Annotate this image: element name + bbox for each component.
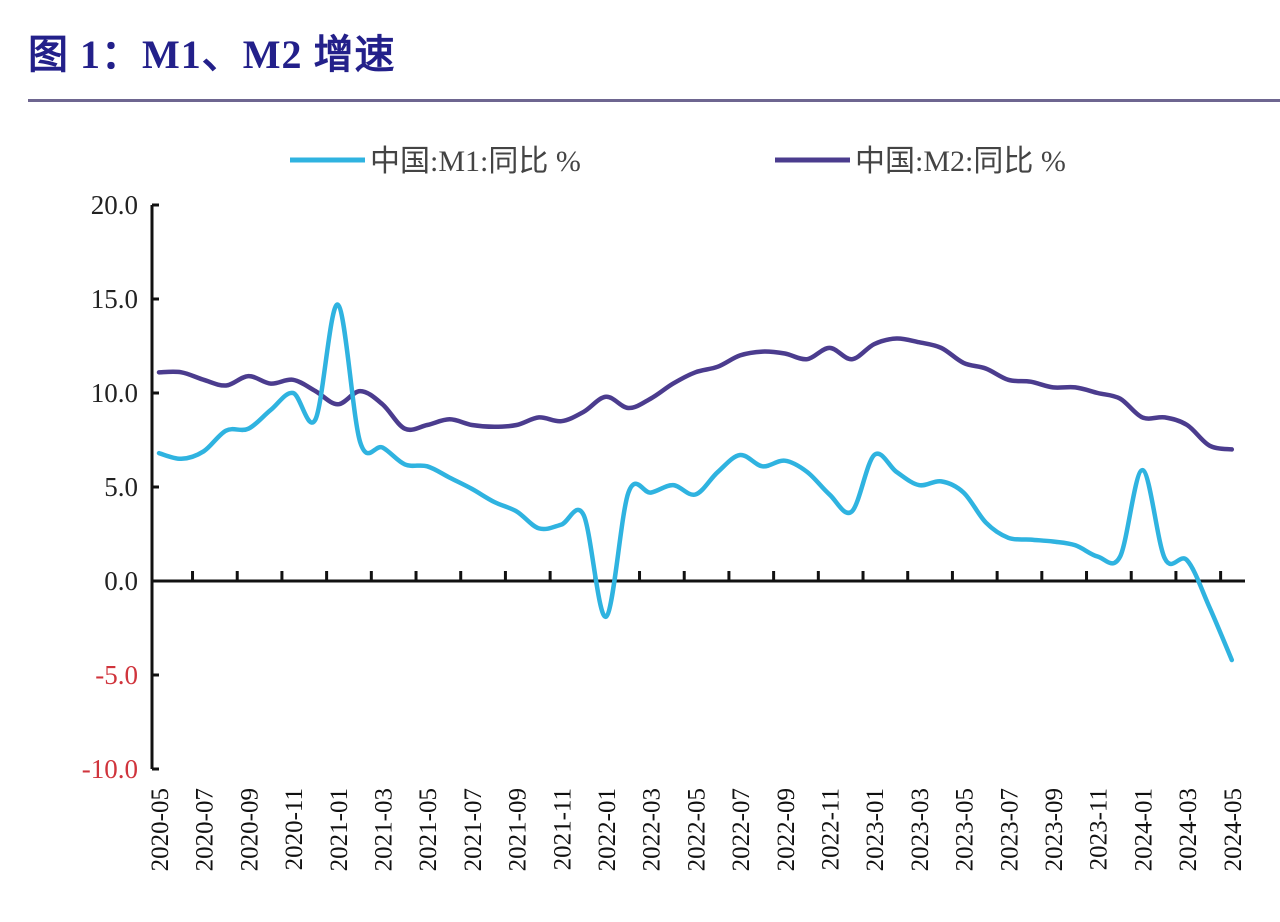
y-tick-label: 15.0 bbox=[91, 284, 138, 314]
x-tick-label: 2022-07 bbox=[728, 788, 755, 871]
x-tick-label: 2021-07 bbox=[460, 788, 487, 871]
x-tick-label: 2024-01 bbox=[1130, 788, 1157, 871]
x-tick-label: 2020-07 bbox=[192, 788, 219, 871]
x-tick-label: 2022-03 bbox=[639, 788, 666, 871]
x-tick-label: 2020-05 bbox=[147, 788, 174, 871]
x-tick-label: 2023-03 bbox=[907, 788, 934, 871]
x-tick-label: 2023-07 bbox=[996, 788, 1023, 871]
x-tick-label: 2022-11 bbox=[818, 788, 845, 870]
y-tick-label: 5.0 bbox=[104, 472, 138, 502]
x-tick-label: 2023-05 bbox=[952, 788, 979, 871]
x-tick-label: 2022-01 bbox=[594, 788, 621, 871]
x-tick-label: 2022-05 bbox=[683, 788, 710, 871]
x-tick-label: 2021-11 bbox=[549, 788, 576, 870]
x-tick-label: 2020-11 bbox=[281, 788, 308, 870]
m1-series-line bbox=[156, 302, 1235, 663]
y-tick-label: 10.0 bbox=[91, 378, 138, 408]
legend-label: 中国:M1:同比 % bbox=[370, 145, 581, 178]
x-tick-label: 2021-09 bbox=[505, 788, 532, 871]
x-tick-label: 2023-09 bbox=[1041, 788, 1068, 871]
x-tick-label: 2022-09 bbox=[773, 788, 800, 871]
x-tick-label: 2021-01 bbox=[326, 788, 353, 871]
x-tick-label: 2020-09 bbox=[236, 788, 263, 871]
y-tick-label: 0.0 bbox=[104, 566, 138, 596]
x-tick-label: 2021-03 bbox=[371, 788, 398, 871]
x-tick-label: 2023-01 bbox=[862, 788, 889, 871]
figure-title: 图 1：M1、M2 增速 bbox=[28, 32, 396, 77]
title-divider bbox=[28, 99, 1280, 102]
x-tick-label: 2024-03 bbox=[1175, 788, 1202, 871]
y-tick-label: -10.0 bbox=[82, 754, 138, 784]
x-tick-label: 2024-05 bbox=[1220, 788, 1247, 871]
legend-label: 中国:M2:同比 % bbox=[855, 145, 1066, 178]
y-tick-label: -5.0 bbox=[95, 660, 138, 690]
y-tick-label: 20.0 bbox=[91, 190, 138, 220]
x-tick-label: 2023-11 bbox=[1086, 788, 1113, 870]
x-tick-label: 2021-05 bbox=[415, 788, 442, 871]
